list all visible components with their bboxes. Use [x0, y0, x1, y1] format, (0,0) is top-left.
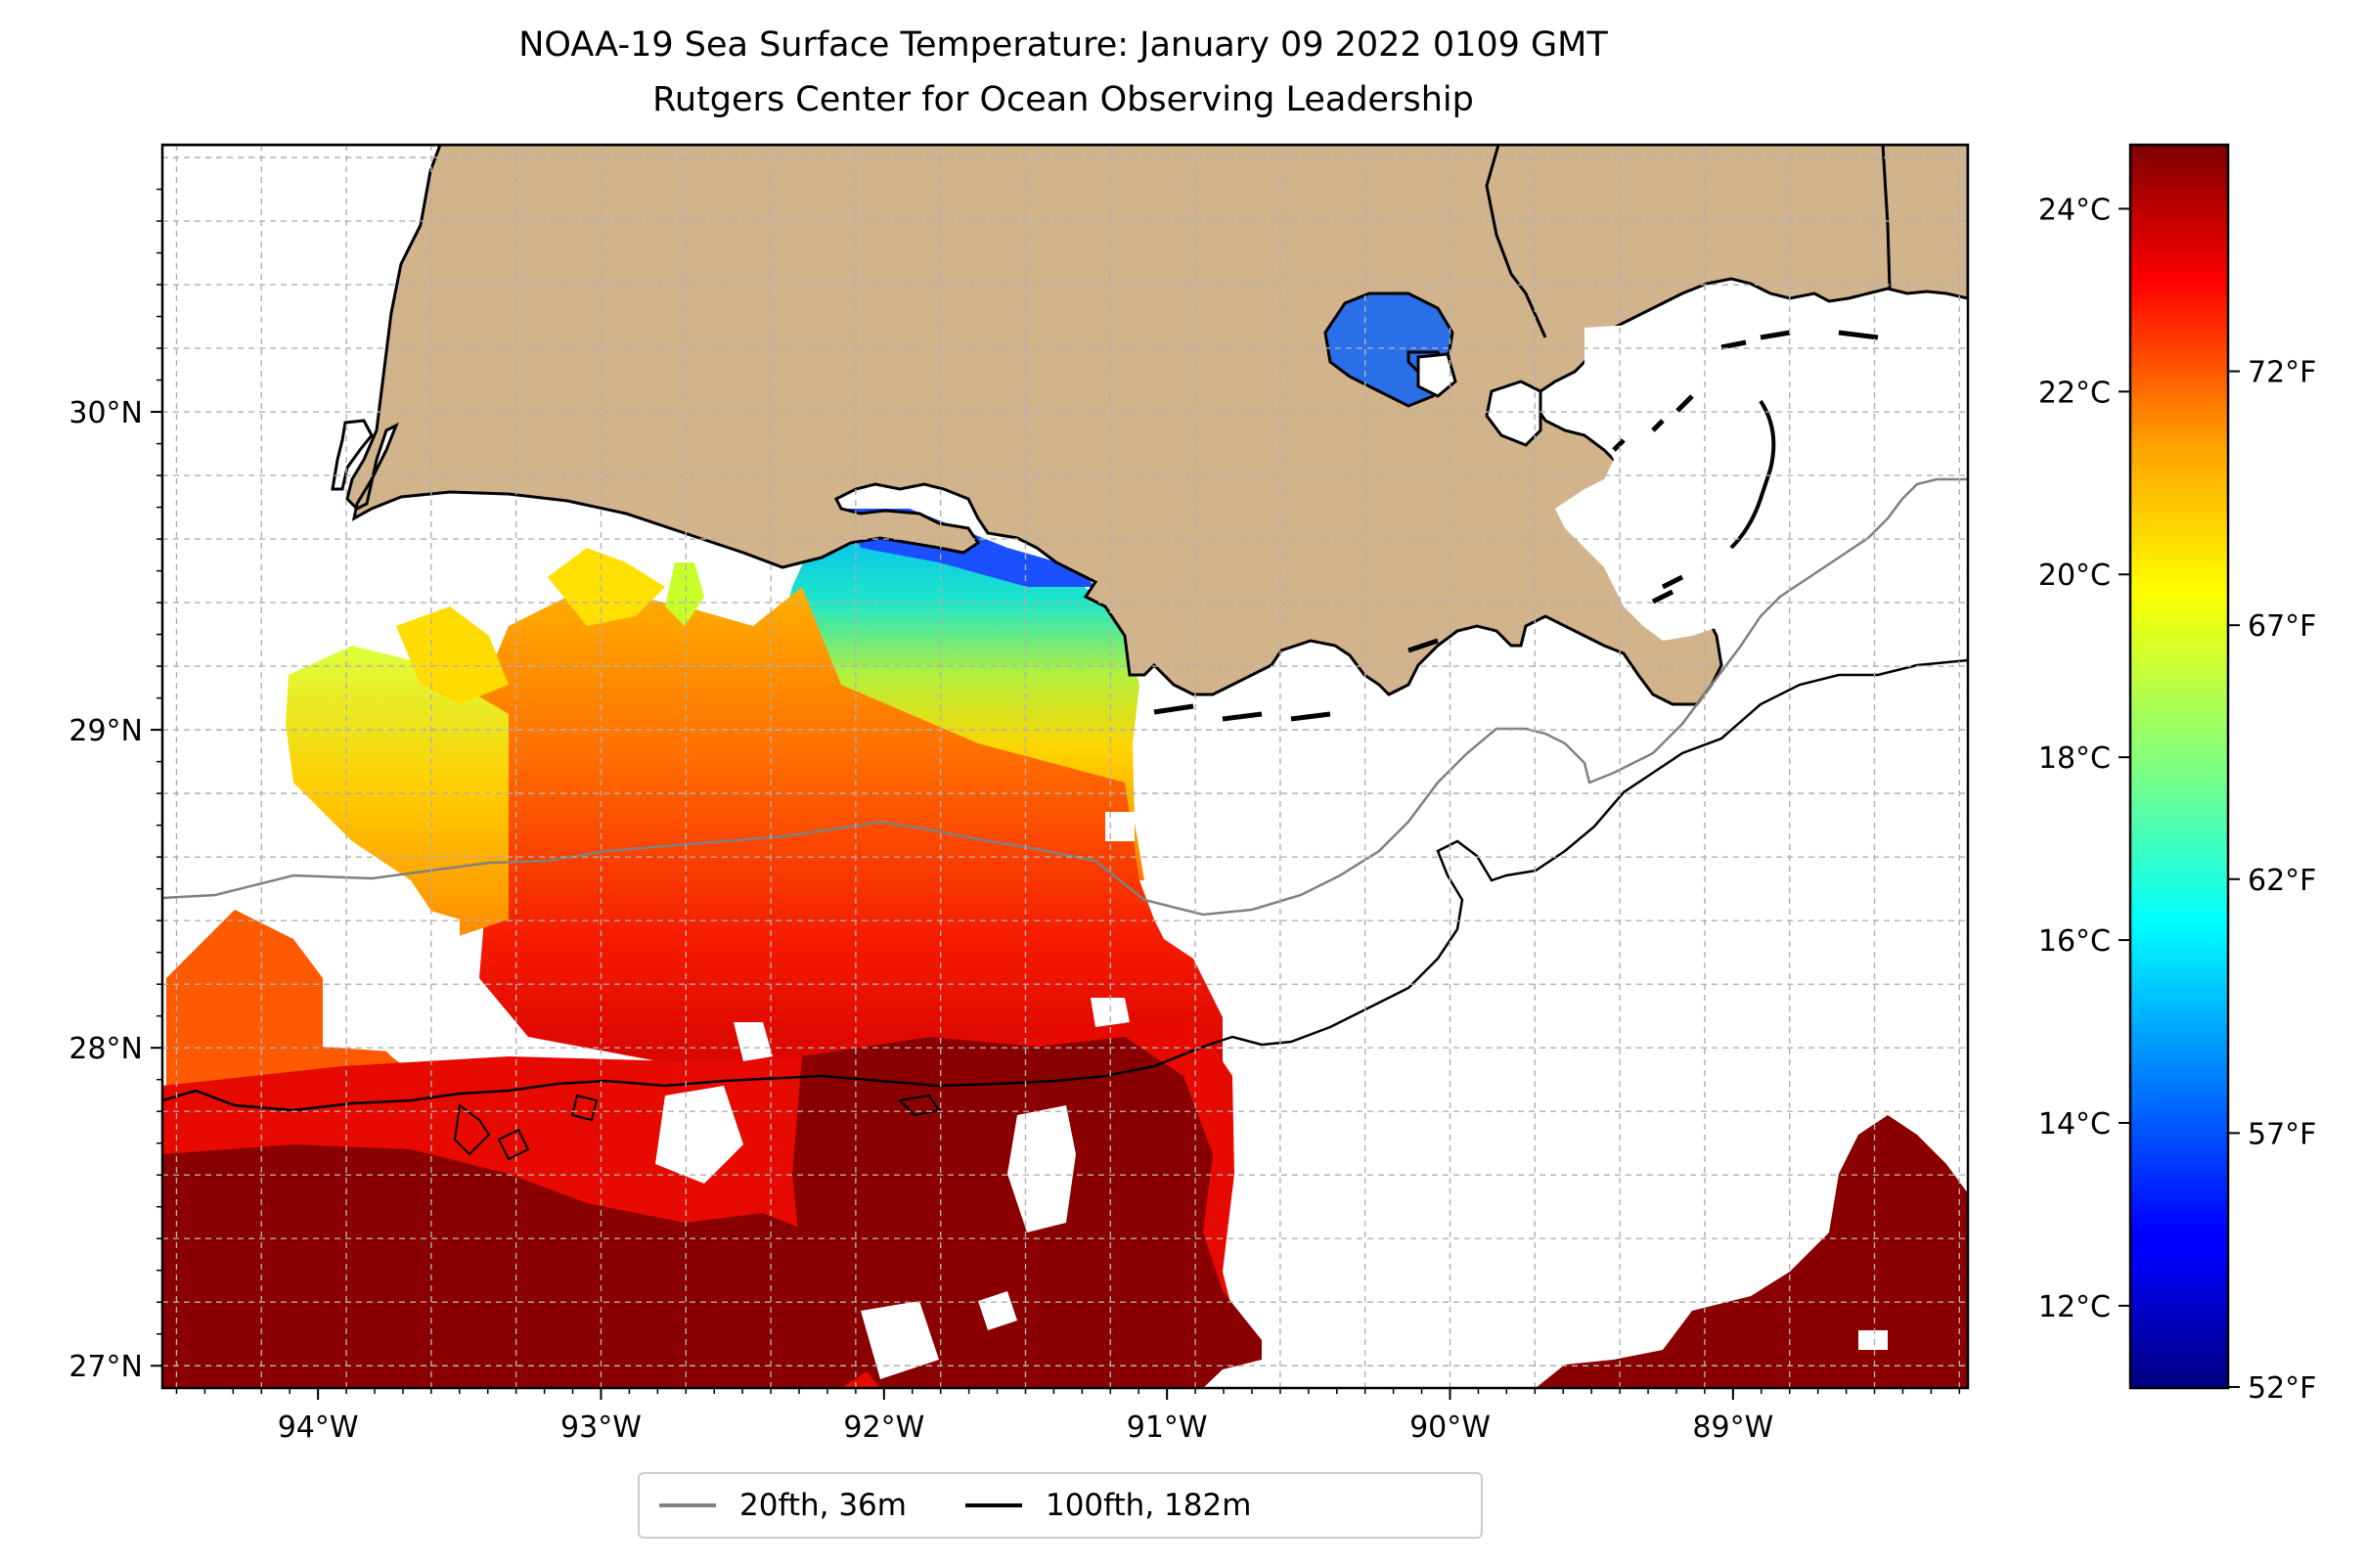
y-tick-label: 30°N	[68, 396, 143, 430]
sst-data-field	[162, 289, 1968, 1388]
x-tick-label: 92°W	[843, 1411, 924, 1445]
colorbar-celsius-label: 14°C	[2038, 1107, 2111, 1142]
y-axis: 30°N 29°N 28°N 27°N	[68, 188, 162, 1384]
colorbar	[2128, 143, 2230, 1390]
x-tick-label: 91°W	[1127, 1411, 1208, 1445]
land-mass	[162, 145, 1968, 706]
x-tick-label: 89°W	[1692, 1411, 1773, 1445]
y-tick-label: 28°N	[68, 1032, 143, 1066]
x-tick-label: 93°W	[560, 1411, 642, 1445]
legend-item-100fth: 100fth, 182m	[964, 1488, 1252, 1523]
chart-subtitle: Rutgers Center for Ocean Observing Leade…	[652, 80, 1474, 119]
isobath-100fth-line	[162, 658, 1968, 1112]
legend-line-black	[964, 1503, 1022, 1507]
colorbar-fahrenheit-axis: 72°F 67°F 62°F 57°F 52°F	[2228, 356, 2316, 1406]
legend: 20fth, 36m 100fth, 182m	[638, 1472, 1483, 1539]
colorbar-celsius-label: 22°C	[2038, 376, 2111, 410]
colorbar-celsius-label: 24°C	[2038, 193, 2111, 227]
map-layers	[162, 145, 1968, 1388]
colorbar-celsius-label: 20°C	[2038, 559, 2111, 593]
colorbar-fahrenheit-label: 57°F	[2248, 1117, 2316, 1151]
legend-label-100fth: 100fth, 182m	[1045, 1488, 1252, 1523]
x-axis: 94°W 93°W 92°W 91°W 90°W 89°W	[175, 1388, 1961, 1445]
colorbar-fahrenheit-label: 72°F	[2248, 356, 2316, 390]
colorbar-fahrenheit-label: 62°F	[2248, 864, 2316, 898]
colorbar-fahrenheit-label: 67°F	[2248, 609, 2316, 644]
legend-item-20fth: 20fth, 36m	[659, 1488, 907, 1523]
map-frame	[160, 143, 1970, 1390]
colorbar-celsius-axis: 24°C 22°C 20°C 18°C 16°C 14°C 12°C	[2038, 193, 2130, 1324]
y-tick-label: 29°N	[68, 714, 143, 748]
colorbar-celsius-label: 12°C	[2038, 1290, 2111, 1324]
colorbar-celsius-label: 16°C	[2038, 924, 2111, 959]
x-tick-label: 94°W	[278, 1411, 359, 1445]
chart-title: NOAA-19 Sea Surface Temperature: January…	[518, 25, 1608, 65]
colorbar-celsius-label: 18°C	[2038, 741, 2111, 776]
colorbar-fahrenheit-label: 52°F	[2248, 1371, 2316, 1406]
legend-label-20fth: 20fth, 36m	[739, 1488, 907, 1523]
isobath-20fth-line	[162, 477, 1968, 917]
y-tick-label: 27°N	[68, 1350, 143, 1384]
x-tick-label: 90°W	[1409, 1411, 1491, 1445]
map-gridlines	[162, 145, 1968, 1388]
legend-line-gray	[659, 1503, 716, 1507]
